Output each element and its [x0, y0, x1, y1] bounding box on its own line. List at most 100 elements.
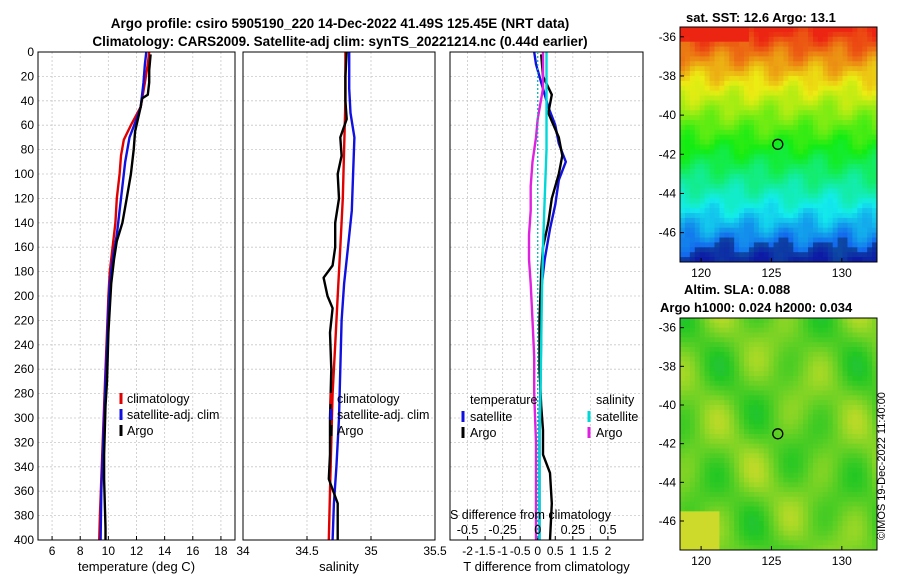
difference-xtick-label: -0.5: [510, 544, 531, 558]
difference-s-tick-label: 0.25: [561, 523, 585, 537]
depth-tick-label: 40: [21, 94, 35, 108]
figure-title-line2: Climatology: CARS2009. Satellite-adj cli…: [92, 34, 588, 49]
difference-xtick-label: -1: [497, 544, 508, 558]
sst-map-ytick-label: -42: [659, 147, 677, 161]
difference-xlabel: T difference from climatology: [463, 559, 630, 574]
temperature-xtick-label: 16: [186, 544, 200, 558]
temperature-legend-label: satellite-adj. clim: [127, 408, 219, 422]
temperature-xtick-label: 8: [77, 544, 84, 558]
salinity-series-satellite-adj-clim: [331, 52, 356, 541]
sla-map-ytick-label: -40: [659, 398, 677, 412]
depth-tick-label: 240: [14, 338, 34, 352]
difference-axes-frame: [449, 51, 644, 541]
salinity-xtick-label: 35: [364, 544, 378, 558]
temperature-legend-label: climatology: [127, 392, 190, 406]
depth-tick-label: 400: [14, 533, 34, 547]
temperature-xtick-label: 12: [130, 544, 144, 558]
depth-tick-label: 220: [14, 313, 34, 327]
depth-tick-label: 380: [14, 509, 34, 523]
depth-tick-label: 120: [14, 191, 34, 205]
sla-map-xtick-label: 130: [832, 554, 852, 568]
difference-xtick-label: -2: [462, 544, 473, 558]
temperature-xtick-label: 10: [102, 544, 116, 558]
figure-title-line1: Argo profile: csiro 5905190_220 14-Dec-2…: [110, 16, 570, 31]
sst-map-ytick-label: -46: [659, 226, 677, 240]
difference-s-tick-label: -0.25: [488, 523, 517, 537]
depth-tick-label: 140: [14, 216, 34, 230]
depth-tick-label: 60: [21, 118, 35, 132]
depth-tick-label: 200: [14, 289, 34, 303]
salinity-legend-label: Argo: [337, 424, 363, 438]
temperature-legend-label: Argo: [127, 424, 153, 438]
difference-xtick-label: 1: [569, 544, 576, 558]
difference-xtick-label: 1.5: [582, 544, 599, 558]
sla-map-frame: [679, 317, 878, 551]
difference-series-salinity-satellite: [538, 52, 548, 540]
sla-map-subtitle: Argo h1000: 0.024 h2000: 0.034: [660, 300, 853, 315]
temperature-xtick-label: 14: [158, 544, 172, 558]
sla-map-ytick-label: -38: [659, 359, 677, 373]
sst-map-ytick-label: -36: [659, 30, 677, 44]
sst-map: [680, 27, 878, 263]
sla-map-title: Altim. SLA: 0.088: [684, 282, 791, 297]
difference-xtick-label: 2: [605, 544, 612, 558]
sst-map-xtick-label: 120: [691, 266, 711, 280]
depth-tick-label: 260: [14, 362, 34, 376]
sla-map-xtick-label: 125: [761, 554, 781, 568]
salinity-xtick-label: 34.5: [295, 544, 319, 558]
sla-map: [680, 318, 878, 551]
salinity-legend-label: climatology: [337, 392, 400, 406]
difference-legend-temperature-item: Argo: [470, 426, 496, 440]
difference-xtick-label: 0.5: [547, 544, 564, 558]
depth-tick-label: 0: [27, 45, 34, 59]
salinity-xtick-label: 34: [236, 544, 250, 558]
sst-map-title: sat. SST: 12.6 Argo: 13.1: [686, 10, 836, 25]
sst-map-ytick-label: -40: [659, 108, 677, 122]
depth-tick-label: 340: [14, 460, 34, 474]
sla-map-ytick-label: -46: [659, 514, 677, 528]
imos-timestamp: ©IMOS 19-Dec-2022 11:40:00: [876, 392, 888, 540]
depth-tick-label: 20: [21, 69, 35, 83]
temperature-xtick-label: 6: [49, 544, 56, 558]
difference-legend-salinity-item: satellite: [596, 410, 638, 424]
depth-tick-label: 280: [14, 387, 34, 401]
difference-series-salinity-argo: [527, 52, 545, 540]
difference-legend-temperature-heading: temperature: [470, 393, 537, 407]
depth-tick-label: 80: [21, 143, 35, 157]
depth-tick-label: 100: [14, 167, 34, 181]
depth-tick-label: 160: [14, 240, 34, 254]
sst-map-ytick-label: -38: [659, 69, 677, 83]
salinity-axes-frame: [242, 51, 436, 541]
temperature-xtick-label: 18: [214, 544, 228, 558]
temperature-series-argo: [102, 54, 152, 540]
depth-tick-label: 360: [14, 484, 34, 498]
difference-s-tick-label: 0: [534, 523, 541, 537]
sla-argo-location-marker: [772, 428, 784, 440]
salinity-series-argo: [322, 51, 348, 540]
temperature-xlabel: temperature (deg C): [78, 559, 195, 574]
difference-xtick-label: -1.5: [475, 544, 496, 558]
salinity-xlabel: salinity: [319, 559, 359, 574]
sla-map-ytick-label: -36: [659, 321, 677, 335]
depth-tick-label: 300: [14, 411, 34, 425]
sst-map-xtick-label: 130: [832, 266, 852, 280]
sst-map-xtick-label: 125: [761, 266, 781, 280]
sla-map-ytick-label: -42: [659, 437, 677, 451]
sst-map-ytick-label: -44: [659, 186, 677, 200]
sla-map-ytick-label: -44: [659, 475, 677, 489]
depth-tick-label: 320: [14, 435, 34, 449]
depth-tick-label: 180: [14, 265, 34, 279]
sst-argo-location-marker: [772, 138, 784, 150]
difference-legend-temperature-item: satellite: [470, 410, 512, 424]
difference-s-tick-label: -0.5: [457, 523, 479, 537]
sst-map-frame: [679, 26, 878, 263]
sla-map-xtick-label: 120: [691, 554, 711, 568]
difference-s-tick-label: 0.5: [599, 523, 616, 537]
difference-legend-salinity-heading: salinity: [596, 393, 635, 407]
difference-legend-salinity-item: Argo: [596, 426, 622, 440]
salinity-legend-label: satellite-adj. clim: [337, 408, 429, 422]
salinity-xtick-label: 35.5: [423, 544, 447, 558]
difference-xtick-label: 0: [534, 544, 541, 558]
difference-s-axis-label: S difference from climatology: [450, 508, 612, 522]
